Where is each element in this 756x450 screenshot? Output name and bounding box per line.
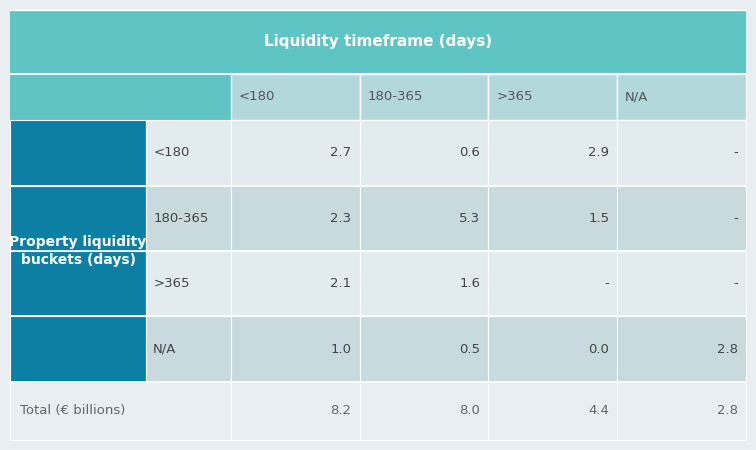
Bar <box>617 316 746 382</box>
Text: 2.8: 2.8 <box>717 343 738 356</box>
Text: 2.7: 2.7 <box>330 146 352 159</box>
Bar <box>10 251 146 316</box>
Text: N/A: N/A <box>625 90 649 104</box>
Text: -: - <box>605 277 609 290</box>
Text: 8.0: 8.0 <box>460 405 480 418</box>
Bar <box>488 251 617 316</box>
Bar <box>488 120 617 185</box>
Bar <box>617 251 746 316</box>
Text: 5.3: 5.3 <box>460 212 480 225</box>
Bar <box>10 316 146 382</box>
Text: <180: <180 <box>239 90 275 104</box>
Bar <box>231 251 360 316</box>
Text: 4.4: 4.4 <box>588 405 609 418</box>
Text: 0.6: 0.6 <box>460 146 480 159</box>
Bar <box>488 382 617 440</box>
Text: 8.2: 8.2 <box>330 405 352 418</box>
Bar <box>231 382 360 440</box>
Bar <box>146 185 231 251</box>
Text: >365: >365 <box>153 277 190 290</box>
Bar <box>10 74 231 120</box>
Bar <box>360 120 488 185</box>
Bar <box>146 316 231 382</box>
Bar <box>10 10 746 74</box>
Bar <box>231 120 360 185</box>
Text: -: - <box>733 212 738 225</box>
Bar <box>617 74 746 120</box>
Bar <box>231 185 360 251</box>
Text: 0.0: 0.0 <box>588 343 609 356</box>
Bar <box>360 185 488 251</box>
Bar <box>617 120 746 185</box>
Text: N/A: N/A <box>153 343 177 356</box>
Text: <180: <180 <box>153 146 190 159</box>
Text: 1.6: 1.6 <box>460 277 480 290</box>
Bar <box>617 382 746 440</box>
Text: 1.5: 1.5 <box>588 212 609 225</box>
Text: -: - <box>733 277 738 290</box>
Bar <box>231 74 360 120</box>
Text: Property liquidity
buckets (days): Property liquidity buckets (days) <box>10 235 147 267</box>
Bar <box>10 120 146 185</box>
Text: 180-365: 180-365 <box>153 212 209 225</box>
Text: -: - <box>733 146 738 159</box>
Text: Total (€ billions): Total (€ billions) <box>20 405 125 418</box>
Text: 2.9: 2.9 <box>588 146 609 159</box>
Bar <box>360 316 488 382</box>
Text: 2.3: 2.3 <box>330 212 352 225</box>
Bar <box>146 120 231 185</box>
Bar <box>231 316 360 382</box>
Text: Liquidity timeframe (days): Liquidity timeframe (days) <box>264 34 492 50</box>
Bar <box>360 251 488 316</box>
Bar <box>10 382 231 440</box>
Bar <box>360 74 488 120</box>
Text: >365: >365 <box>497 90 533 104</box>
Bar <box>488 316 617 382</box>
Bar <box>360 382 488 440</box>
Bar <box>10 185 146 251</box>
Text: 2.1: 2.1 <box>330 277 352 290</box>
Text: 2.8: 2.8 <box>717 405 738 418</box>
Bar <box>146 251 231 316</box>
Bar <box>617 185 746 251</box>
Text: 0.5: 0.5 <box>460 343 480 356</box>
Text: 1.0: 1.0 <box>330 343 352 356</box>
Text: 180-365: 180-365 <box>367 90 423 104</box>
Bar <box>488 185 617 251</box>
Bar <box>488 74 617 120</box>
